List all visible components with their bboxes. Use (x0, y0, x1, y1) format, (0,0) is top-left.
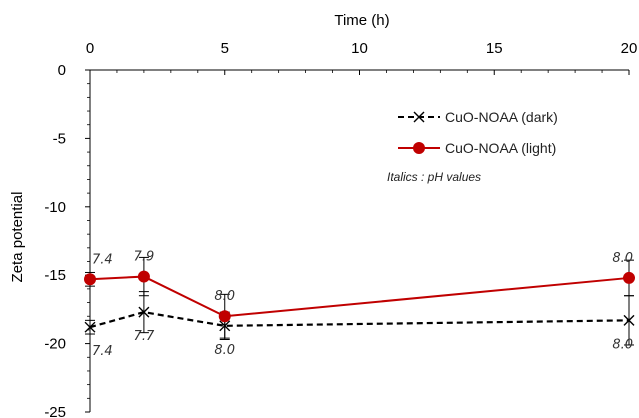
y-tick-label: -20 (44, 336, 66, 353)
data-point-light (623, 271, 635, 284)
ph-label-light: 7.9 (134, 250, 155, 265)
series-line-light (89, 275, 630, 318)
legend-label-light: CuO-NOAA (light) (445, 140, 556, 156)
data-point-dark (138, 306, 150, 318)
x-tick-label: 15 (486, 40, 503, 57)
ph-label-dark: 7.7 (134, 329, 155, 344)
data-point-light (137, 270, 150, 283)
ph-label-dark: 8.0 (612, 337, 633, 352)
y-tick-label: -15 (44, 267, 66, 284)
ph-label-light: 8.0 (612, 251, 633, 266)
plot-area: 0 5 10 15 20 0 -5 -10 -15 -20 -25 7.4 7.7 8.0 8.0 7.4 7.… (44, 40, 637, 418)
y-axis-title: Zeta potential (9, 192, 26, 283)
data-point-light (218, 310, 231, 323)
legend-marker-light (413, 142, 425, 154)
legend-marker-dark-stroke (413, 111, 425, 123)
data-point-dark-stroke (623, 314, 635, 326)
data-point-dark (84, 321, 96, 333)
data-point-dark (623, 314, 635, 326)
data-point-light (84, 273, 96, 286)
y-tick-label: -10 (44, 199, 66, 216)
data-point-dark-stroke (138, 306, 150, 318)
x-tick-label: 20 (621, 40, 638, 57)
ph-label-dark: 8.0 (214, 343, 235, 358)
data-point-dark-stroke (84, 321, 96, 333)
x-tick-label: 0 (86, 40, 94, 57)
y-tick-label: -5 (53, 130, 66, 147)
x-tick-label: 10 (351, 40, 368, 57)
legend-label-dark: CuO-NOAA (dark) (445, 109, 558, 125)
ph-label-dark: 7.4 (92, 344, 113, 359)
ph-label-light: 8.0 (214, 289, 235, 304)
ph-label-light: 7.4 (92, 252, 113, 267)
y-tick-label: 0 (58, 62, 66, 79)
ph-note: Italics : pH values (387, 170, 481, 184)
series-line-dark (89, 311, 630, 329)
x-axis-title: Time (h) (334, 12, 389, 29)
legend-marker-dark (413, 111, 425, 123)
y-tick-label: -25 (44, 404, 66, 418)
x-tick-label: 5 (221, 40, 229, 57)
